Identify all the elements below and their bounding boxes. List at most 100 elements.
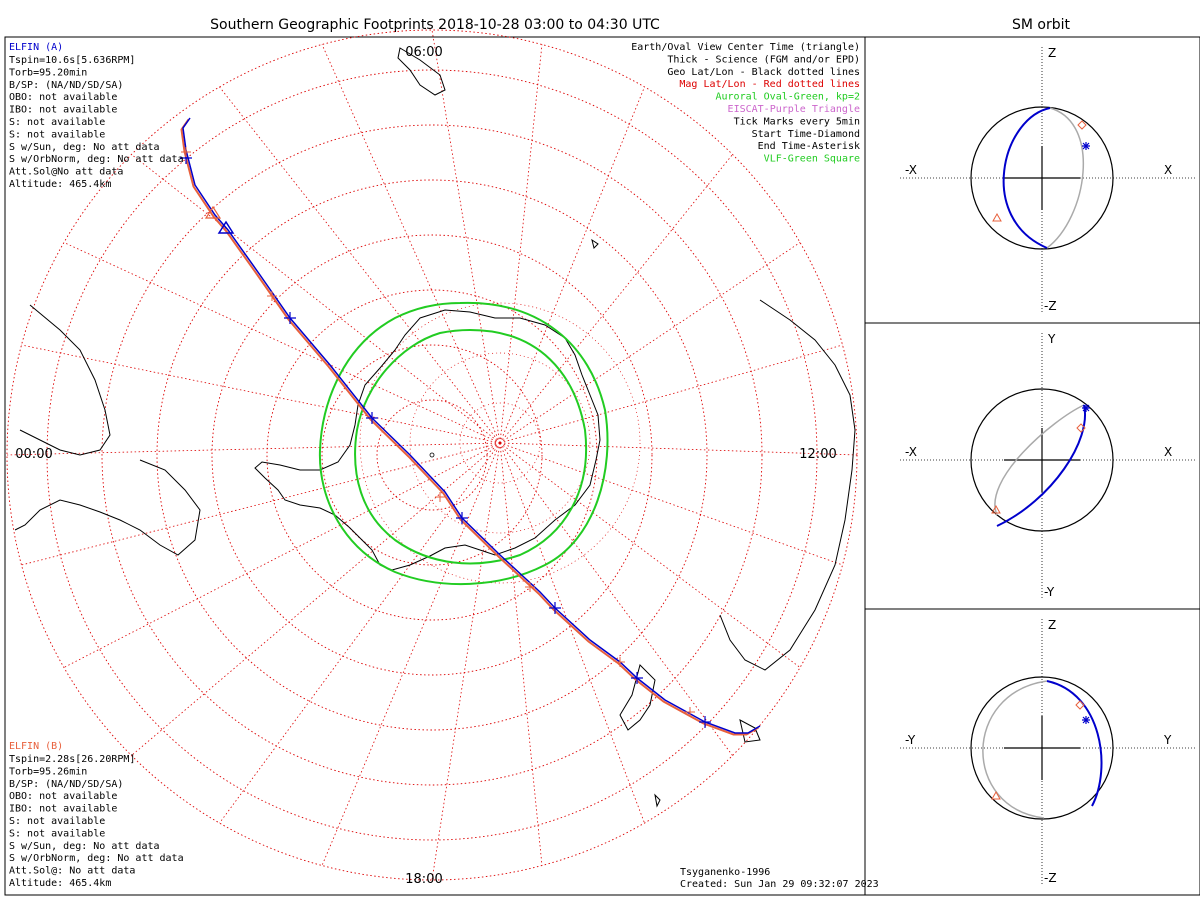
- orbit-path-blue: [996, 404, 1087, 527]
- map-frame: [4, 36, 866, 896]
- elfin-b-tick-mark: [525, 582, 535, 592]
- legend-item: Tick Marks every 5min: [734, 116, 860, 127]
- mag-lon-line: [321, 44, 501, 444]
- legend: Earth/Oval View Center Time (triangle)Th…: [631, 42, 860, 165]
- elfin-b-tick-mark: [435, 492, 445, 502]
- mag-lon-line: [219, 86, 501, 444]
- end-asterisk: [1082, 716, 1090, 724]
- sm-panel-frame: [864, 608, 1200, 896]
- elfin-b-info: ELFIN (B) Tspin=2.28s[26.20RPM]Torb=95.2…: [9, 741, 184, 889]
- end-asterisk: [1082, 404, 1090, 412]
- info-line: S w/Sun, deg: No att data: [9, 142, 160, 153]
- view-center-triangle: [992, 212, 1002, 222]
- mag-lat-circle: [101, 124, 763, 786]
- mag-lat-inner-circle: [359, 302, 641, 584]
- info-line: OBO: not available: [9, 92, 117, 103]
- mag-lon-line: [499, 44, 543, 444]
- mag-lon-line: [499, 344, 843, 444]
- mag-lat-inner-circle: [409, 352, 591, 534]
- elfin-b-label: ELFIN (B): [9, 741, 63, 752]
- info-line: Att.Sol@No att data: [9, 167, 123, 178]
- elfin-a-tick-mark: [284, 312, 296, 324]
- mag-lat-circle: [156, 179, 708, 731]
- view-center-triangle: [991, 504, 1001, 514]
- figure-title: Southern Geographic Footprints 2018-10-2…: [210, 17, 660, 33]
- elfin-b-tick-mark: [181, 147, 191, 157]
- mag-lat-inner-circle: [459, 402, 541, 484]
- mag-lon-line: [321, 442, 501, 866]
- info-line: B/SP: (NA/ND/SD/SA): [9, 80, 123, 91]
- mag-lon-line: [499, 442, 645, 824]
- sm-axis-label-right: X: [1164, 445, 1172, 459]
- legend-item: Auroral Oval-Green, kp=2: [716, 92, 861, 103]
- elfin-b-track: [180, 118, 760, 736]
- elfin-a-tick-mark: [549, 602, 561, 614]
- sm-axis-label-left: -X: [905, 445, 917, 459]
- earth-circle: [970, 388, 1114, 532]
- elfin-a-tick-mark: [699, 716, 711, 728]
- mag-lon-line: [499, 442, 801, 668]
- info-line: S: not available: [9, 129, 105, 140]
- sm-axis-label-bottom: -Y: [1044, 585, 1055, 599]
- elfin-a-tick-mark: [631, 672, 643, 684]
- africa-coast: [14, 459, 201, 556]
- elfin-a-info: ELFIN (A) Tspin=10.6s[5.636RPM]Torb=95.2…: [9, 42, 184, 190]
- elfin-a-tick-mark: [456, 512, 468, 524]
- elfin-a-view-center-triangle: [217, 220, 235, 234]
- info-line: S w/OrbNorm, deg: No att data: [9, 853, 184, 864]
- start-diamond: [1075, 700, 1085, 710]
- auroral-oval-outer: [318, 301, 609, 586]
- mag-lon-line: [431, 29, 501, 444]
- sm-panel-frame: [864, 322, 1200, 610]
- mag-lon-line: [499, 442, 543, 866]
- sm-axis-label-bottom: -Z: [1044, 871, 1057, 885]
- mag-lat-circle: [376, 399, 488, 511]
- geo-pole-marker: [429, 452, 435, 458]
- mag-lat-circle: [266, 289, 598, 621]
- sm-panel-1: Z -Z -X X: [864, 36, 1200, 324]
- start-diamond: [1077, 120, 1087, 130]
- elfin-b-tick-mark: [267, 291, 277, 301]
- info-line: Altitude: 465.4km: [9, 179, 111, 190]
- info-line: Att.Sol@: No att data: [9, 866, 135, 877]
- elfin-b-tick-mark: [615, 657, 625, 667]
- info-line: Altitude: 465.4km: [9, 878, 111, 889]
- time-label-right: 12:00: [799, 447, 836, 462]
- earth-circle: [970, 106, 1114, 250]
- time-label-bottom: 18:00: [405, 872, 442, 887]
- start-diamond: [1076, 423, 1086, 433]
- mag-latlon-grid: [6, 29, 858, 881]
- orbit-path-blue: [1046, 680, 1103, 807]
- sm-axis-label-left: -Y: [905, 733, 916, 747]
- view-center-triangle: [991, 790, 1001, 800]
- auroral-oval-inner: [354, 328, 588, 565]
- info-line: IBO: not available: [9, 804, 117, 815]
- elfin-b-view-center-triangle: [204, 205, 222, 219]
- info-line: S: not available: [9, 117, 105, 128]
- elfin-a-tick-mark: [366, 412, 378, 424]
- sm-orbit-title: SM orbit: [1012, 17, 1071, 33]
- mag-lat-circle: [211, 234, 653, 676]
- orbit-path-blue: [1002, 107, 1051, 249]
- created-label: Created: Sun Jan 29 09:32:07 2023: [680, 879, 879, 890]
- mag-lon-line: [21, 344, 501, 444]
- antarctica-coast: [254, 309, 601, 571]
- info-line: S w/OrbNorm, deg: No att data: [9, 154, 184, 165]
- sm-axis-label-top: Y: [1047, 332, 1056, 346]
- info-line: S: not available: [9, 828, 105, 839]
- info-line: Torb=95.20min: [9, 67, 87, 78]
- new-zealand-coast: [619, 664, 656, 731]
- end-asterisk: [1082, 142, 1090, 150]
- legend-item: Thick - Science (FGM and/or EPD): [667, 54, 860, 65]
- footprint-tracks: [180, 117, 761, 736]
- mag-lon-line: [499, 442, 843, 566]
- mag-lon-line: [131, 442, 501, 756]
- info-line: OBO: not available: [9, 791, 117, 802]
- info-line: Tspin=2.28s[26.20RPM]: [9, 754, 135, 765]
- earth-crosshair: [1004, 716, 1080, 780]
- mag-lon-line: [499, 242, 801, 444]
- elfin-b-tick-mark: [685, 707, 695, 717]
- mag-lon-line: [499, 86, 645, 444]
- island-b: [654, 793, 661, 808]
- sm-axis-label-top: Z: [1048, 46, 1056, 60]
